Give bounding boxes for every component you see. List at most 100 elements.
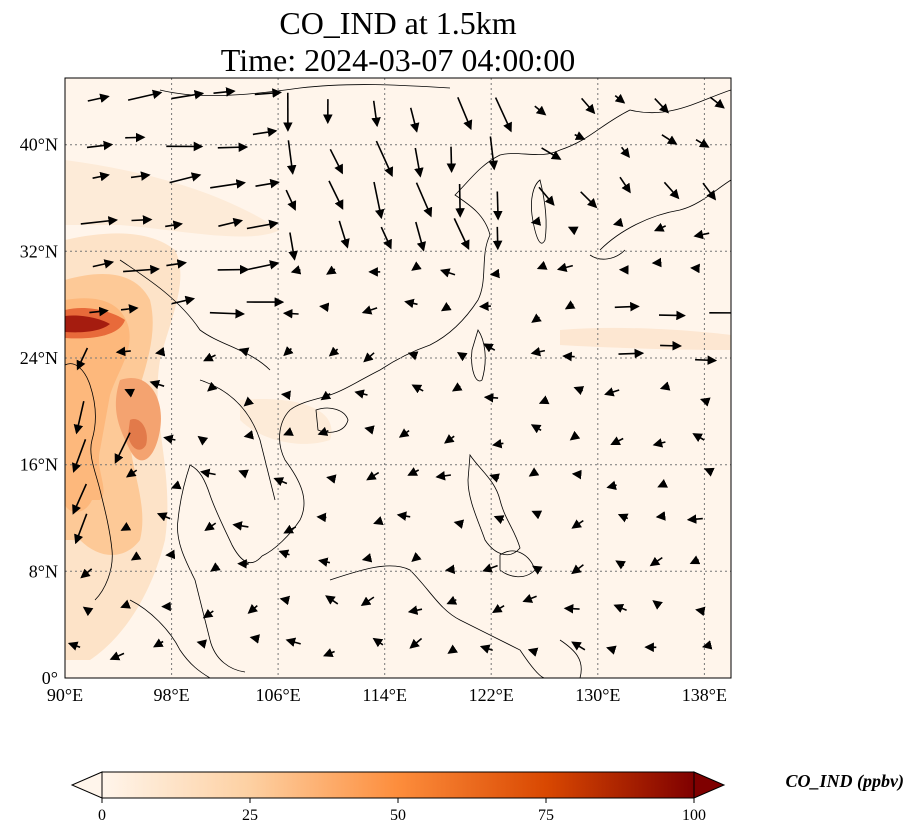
wind-vector <box>213 87 236 97</box>
wind-vector <box>614 301 640 312</box>
wind-vector <box>80 216 118 226</box>
wind-vector <box>375 140 394 177</box>
colorbar-tick-100: 100 <box>682 807 706 824</box>
wind-vector <box>92 171 110 182</box>
wind-vector <box>660 340 682 351</box>
wind-vector <box>414 147 424 178</box>
wind-vector <box>447 644 459 654</box>
wind-vector <box>171 89 205 100</box>
wind-vector <box>255 178 280 189</box>
wind-vector <box>411 384 424 394</box>
wind-vector <box>530 424 542 434</box>
wind-vector <box>531 510 543 520</box>
wind-vector <box>532 565 543 575</box>
wind-vector <box>483 392 499 403</box>
wind-vector <box>479 644 493 654</box>
wind-vector <box>363 352 375 363</box>
wind-vector <box>73 401 85 435</box>
wind-vector <box>109 651 125 661</box>
wind-vector <box>273 477 288 487</box>
wind-vector <box>86 140 114 151</box>
wind-vector <box>411 261 422 271</box>
wind-vector <box>372 637 384 648</box>
wind-vector <box>197 435 209 446</box>
wind-vector <box>444 434 455 444</box>
wind-vector <box>663 181 680 200</box>
wind-vector <box>282 308 299 319</box>
wind-vector <box>701 640 713 650</box>
wind-vector <box>404 298 418 309</box>
wind-vector <box>285 637 301 647</box>
wind-vector <box>415 221 427 252</box>
wind-vector <box>538 186 555 206</box>
colorbar-label: CO_IND (ppbv) <box>786 771 905 792</box>
wind-vector <box>165 549 176 560</box>
wind-vector <box>571 641 586 651</box>
wind-vector <box>130 551 142 561</box>
lon-tick-98e: 98°E <box>153 685 189 705</box>
wind-vector <box>120 521 132 531</box>
wind-vector <box>411 552 422 562</box>
wind-vector <box>541 147 562 160</box>
lat-tick-8n: 8°N <box>29 561 58 581</box>
wind-vector <box>238 469 249 479</box>
wind-vector <box>451 382 463 392</box>
wind-vector <box>80 568 93 579</box>
lat-tick-40n: 40°N <box>20 135 58 155</box>
wind-vector <box>534 105 547 116</box>
wind-vector <box>283 427 294 436</box>
wind-vector <box>492 603 505 614</box>
wind-vector <box>659 381 671 391</box>
wind-vector <box>493 515 505 525</box>
map-panel <box>65 78 731 678</box>
wind-vector <box>317 426 329 436</box>
wind-vector <box>280 390 291 400</box>
wind-vector <box>71 439 87 473</box>
wind-vector <box>571 519 584 529</box>
wind-vector <box>371 100 381 128</box>
wind-vector <box>171 295 196 306</box>
wind-vector <box>115 346 131 357</box>
wind-vector <box>243 430 255 440</box>
wind-vector <box>72 483 88 515</box>
wind-vector <box>74 513 88 545</box>
wind-vector <box>530 346 546 357</box>
wind-vector <box>573 386 585 396</box>
wind-vector <box>483 343 496 353</box>
coastlines <box>65 84 731 678</box>
lon-tick-labels: 90°E 98°E 106°E 114°E 122°E 130°E 138°E <box>47 685 727 705</box>
wind-vector <box>67 641 81 651</box>
wind-vector <box>620 146 630 159</box>
wind-vector <box>316 512 327 523</box>
colorbar-tick-75: 75 <box>538 807 554 824</box>
wind-vector <box>530 216 542 226</box>
lat-tick-labels: 0° 8°N 16°N 24°N 32°N 40°N <box>20 135 58 688</box>
wind-vector <box>482 563 498 573</box>
wind-vector <box>320 390 332 401</box>
wind-vector <box>209 308 245 319</box>
wind-vector <box>407 467 420 476</box>
wind-vector <box>689 555 701 565</box>
wind-vector <box>455 183 465 218</box>
map-background <box>65 78 731 678</box>
wind-vector <box>614 93 626 104</box>
wind-vector <box>131 215 153 225</box>
colorbar-body <box>101 771 695 799</box>
wind-vector <box>217 142 249 153</box>
wind-vector <box>114 432 131 464</box>
wind-vector <box>398 428 410 438</box>
wind-vector <box>155 347 166 357</box>
wind-vector <box>453 519 465 529</box>
wind-vector <box>686 514 703 524</box>
wind-vector <box>612 217 624 227</box>
title-line-2: Time: 2024-03-07 04:00:00 <box>221 42 575 78</box>
wind-vector <box>702 182 717 201</box>
wind-vector <box>200 468 216 479</box>
wind-vector <box>247 603 259 614</box>
wind-vector <box>354 389 368 399</box>
wind-vector <box>153 638 164 648</box>
wind-vector <box>125 132 146 143</box>
colorbar: 0 25 50 75 100 CO_IND (ppbv) <box>70 771 905 824</box>
wind-vector <box>207 381 218 392</box>
wind-vector <box>556 262 574 272</box>
